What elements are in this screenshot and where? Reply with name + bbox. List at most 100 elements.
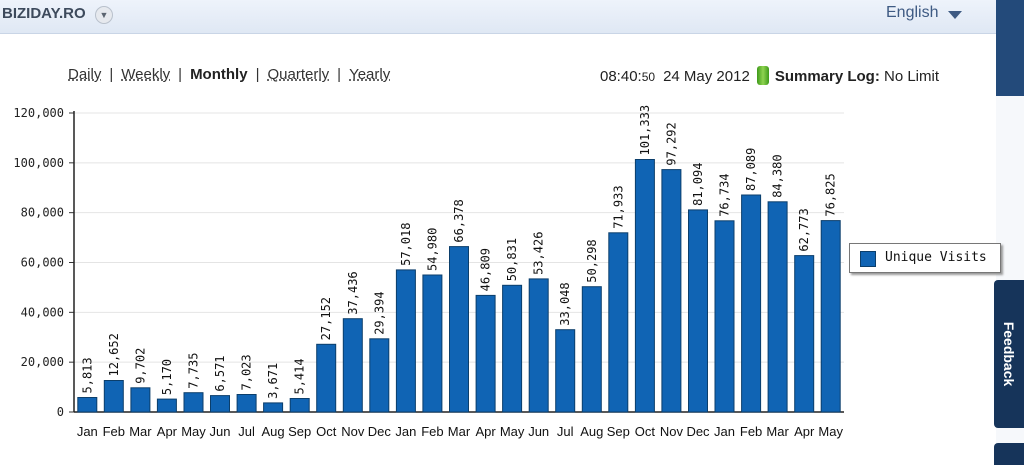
- bar: [555, 329, 576, 413]
- current-date: 24 May 2012: [663, 68, 750, 85]
- bar-value-label: 7,735: [187, 353, 201, 389]
- y-tick-label: 40,000: [21, 305, 64, 319]
- summary-log-value: No Limit: [884, 68, 940, 85]
- sidebar-panel: [996, 0, 1024, 96]
- x-tick-label: May: [500, 424, 525, 439]
- site-title[interactable]: BIZIDAY.RO: [2, 5, 86, 22]
- x-tick-label: Nov: [660, 424, 684, 439]
- bar-value-label: 33,048: [558, 282, 572, 325]
- bar: [156, 398, 177, 413]
- bar: [395, 269, 416, 413]
- bar: [741, 194, 762, 413]
- x-tick-label: Feb: [740, 424, 762, 439]
- x-tick-label: Aug: [580, 424, 603, 439]
- bar: [661, 169, 682, 413]
- x-tick-label: May: [818, 424, 843, 439]
- bar-value-label: 5,414: [293, 358, 307, 394]
- top-bar: BIZIDAY.RO ▼ English: [0, 0, 996, 34]
- bar-value-label: 84,380: [771, 154, 785, 197]
- bar: [449, 246, 469, 413]
- x-tick-label: Apr: [157, 424, 178, 439]
- bar-value-label: 76,734: [718, 173, 732, 216]
- x-tick-label: Oct: [316, 424, 337, 439]
- bar: [820, 220, 841, 413]
- x-tick-label: Mar: [448, 424, 471, 439]
- x-tick-label: Jul: [557, 424, 574, 439]
- bar: [794, 255, 815, 413]
- x-tick-label: Feb: [103, 424, 125, 439]
- bar-value-label: 81,094: [691, 163, 705, 206]
- x-tick-label: Jan: [77, 424, 98, 439]
- bar: [369, 338, 390, 413]
- bar-value-label: 57,018: [399, 223, 413, 266]
- x-tick-label: Oct: [635, 424, 656, 439]
- feedback-label[interactable]: Feedback: [1001, 321, 1017, 387]
- tab-monthly[interactable]: Monthly: [190, 66, 248, 83]
- divider: |: [337, 66, 342, 83]
- battery-icon: [756, 66, 769, 85]
- x-tick-label: Dec: [686, 424, 710, 439]
- bar-value-label: 6,571: [213, 355, 227, 391]
- bar: [289, 398, 310, 413]
- bar-value-label: 53,426: [532, 232, 546, 275]
- y-tick-label: 100,000: [13, 156, 64, 170]
- bar: [103, 380, 124, 413]
- bar-value-label: 5,813: [80, 357, 94, 393]
- clock-seconds: 50: [641, 70, 656, 84]
- bar: [342, 318, 363, 413]
- divider: |: [255, 66, 260, 83]
- sidebar-bottom-tab[interactable]: [994, 443, 1024, 465]
- x-tick-label: Jul: [238, 424, 255, 439]
- bar-value-label: 87,089: [744, 148, 758, 191]
- chevron-down-icon[interactable]: ▼: [95, 6, 113, 24]
- bar-value-label: 66,378: [452, 199, 466, 242]
- status-bar: 08:40:50 24 May 2012 Summary Log: No Limit: [600, 66, 939, 85]
- bar: [608, 232, 629, 413]
- tab-quarterly[interactable]: Quarterly: [267, 66, 330, 83]
- x-tick-label: Jun: [210, 424, 231, 439]
- legend-swatch: [860, 251, 876, 267]
- period-tabs: Daily | Weekly | Monthly | Quarterly | Yearly: [68, 66, 390, 83]
- divider: |: [178, 66, 183, 83]
- bar-value-label: 101,333: [638, 105, 652, 156]
- bar: [634, 159, 655, 413]
- x-tick-label: Mar: [129, 424, 152, 439]
- bar: [475, 294, 496, 413]
- bar-value-label: 27,152: [319, 297, 333, 340]
- bar-value-label: 54,980: [425, 228, 439, 271]
- bar-value-label: 46,809: [479, 248, 493, 291]
- bar: [183, 392, 204, 413]
- bar: [502, 284, 523, 413]
- bar: [263, 402, 284, 413]
- bar-value-label: 71,933: [611, 185, 625, 228]
- x-tick-label: May: [181, 424, 206, 439]
- x-tick-label: Nov: [341, 424, 365, 439]
- divider: |: [109, 66, 114, 83]
- tab-daily[interactable]: Daily: [68, 66, 102, 83]
- bar-value-label: 62,773: [797, 208, 811, 251]
- bar-value-label: 5,170: [160, 359, 174, 395]
- bar: [130, 387, 151, 413]
- bar-value-label: 12,652: [107, 333, 121, 376]
- y-tick-label: 60,000: [21, 256, 64, 270]
- language-selector[interactable]: English: [886, 4, 939, 21]
- bar: [236, 394, 257, 413]
- x-tick-label: Sep: [607, 424, 630, 439]
- tab-weekly[interactable]: Weekly: [121, 66, 171, 83]
- x-tick-label: Aug: [262, 424, 285, 439]
- y-tick-label: 0: [57, 405, 64, 419]
- bar: [581, 286, 602, 413]
- bar-value-label: 7,023: [240, 354, 254, 390]
- x-tick-label: Jun: [528, 424, 549, 439]
- bar-value-label: 97,292: [664, 122, 678, 165]
- bar-value-label: 3,671: [266, 363, 280, 399]
- x-tick-label: Sep: [288, 424, 311, 439]
- summary-log-label: Summary Log:: [774, 68, 880, 85]
- bar-value-label: 50,831: [505, 238, 519, 281]
- tab-yearly[interactable]: Yearly: [349, 66, 391, 83]
- y-tick-label: 80,000: [21, 206, 64, 220]
- chart-legend: Unique Visits: [849, 243, 1001, 273]
- bar: [77, 397, 98, 413]
- caret-down-icon[interactable]: [948, 11, 962, 19]
- feedback-tab[interactable]: [994, 280, 1024, 428]
